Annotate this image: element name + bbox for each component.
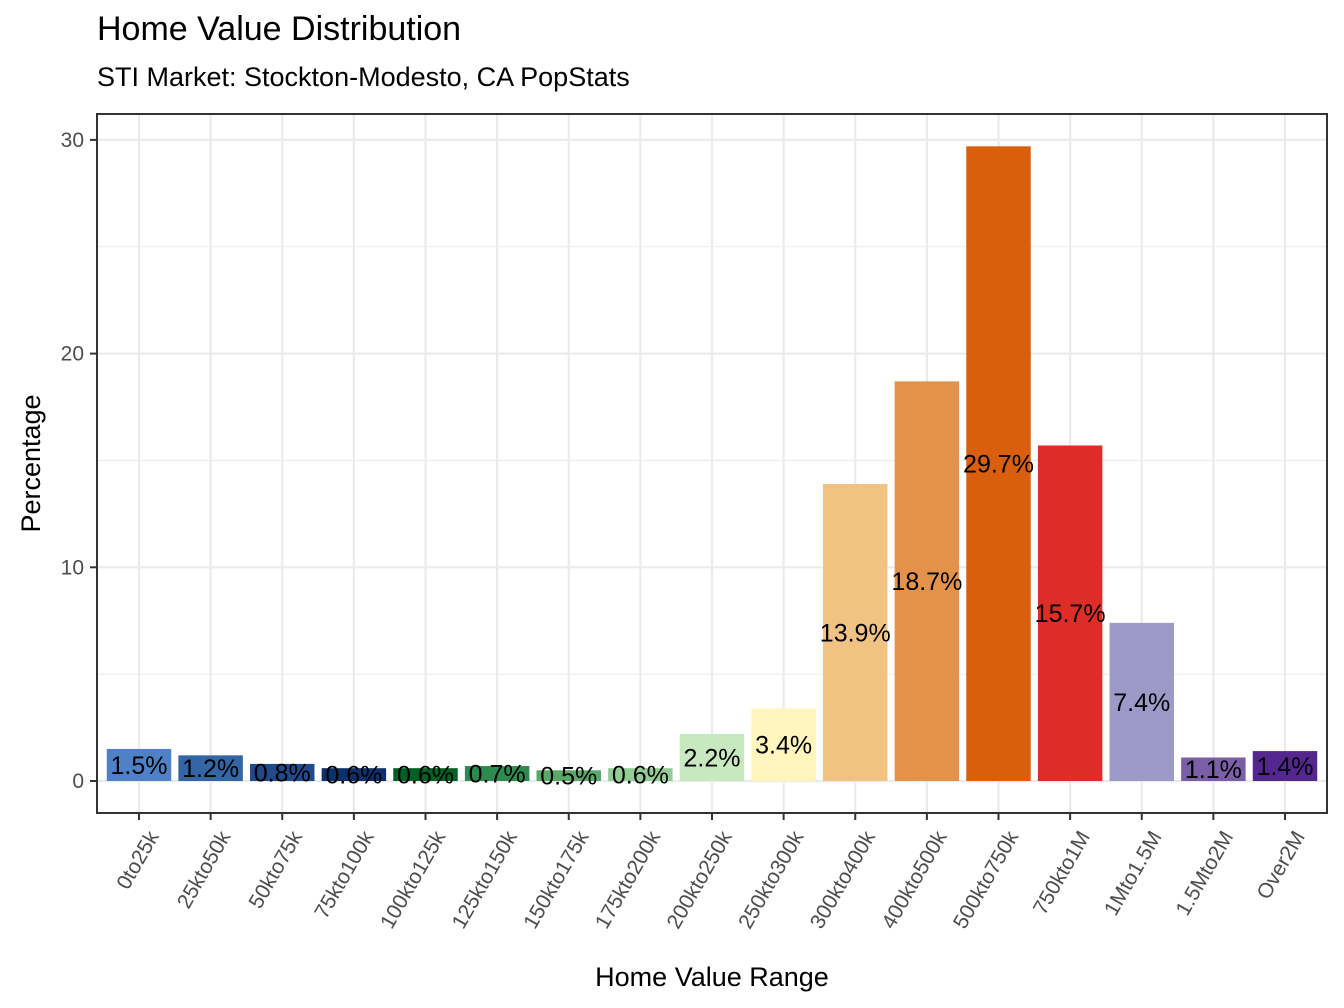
- data-label: 0.5%: [540, 763, 597, 791]
- data-label: 0.6%: [612, 762, 669, 790]
- x-tick-label: 1Mto1.5M: [1100, 827, 1167, 919]
- data-label: 15.7%: [1035, 600, 1106, 628]
- bar-100kto125k[interactable]: [393, 768, 458, 781]
- x-axis: 0to25k 25kto50k 50kto75k 75kto100k100kto125…: [112, 813, 1310, 933]
- x-axis-title: Home Value Range: [595, 962, 829, 992]
- bars: [106, 146, 1318, 781]
- x-tick-label: 1.5Mto2M: [1172, 827, 1239, 919]
- x-tick-label: 250kto300k: [734, 827, 808, 933]
- bar-0to25k[interactable]: [106, 748, 172, 781]
- x-tick-label: 200kto250k: [663, 827, 737, 933]
- data-label: 0.7%: [469, 761, 526, 789]
- data-label: 7.4%: [1113, 689, 1170, 717]
- data-label: 1.4%: [1257, 753, 1314, 781]
- data-label: 13.9%: [820, 619, 891, 647]
- x-tick-label: 125kto150k: [448, 827, 522, 933]
- data-labels: 1.5% 1.2% 0.8% 0.6% 0.6% 0.7% 0.5% 0.6% 2.2% 3.4%…: [111, 451, 1314, 791]
- bar-Over2M[interactable]: [1252, 751, 1318, 781]
- y-tick-label: 30: [61, 129, 84, 152]
- bar-400kto500k[interactable]: [894, 381, 960, 781]
- x-tick-label: 175kto200k: [591, 827, 665, 933]
- x-tick-label: 50kto75k: [245, 827, 308, 913]
- data-label: 0.8%: [254, 759, 311, 787]
- bar-50kto75k[interactable]: [250, 763, 315, 781]
- bar-150kto175k[interactable]: [536, 770, 601, 781]
- y-tick-label: 10: [61, 556, 84, 579]
- bar-200kto250k[interactable]: [679, 733, 745, 781]
- y-axis: 0 10 20 30: [61, 129, 97, 793]
- bar-1.5Mto2M[interactable]: [1181, 757, 1246, 781]
- x-tick-label: 500kto750k: [949, 827, 1023, 933]
- chart-subtitle: STI Market: Stockton-Modesto, CA PopStat…: [97, 62, 630, 92]
- data-label: 1.1%: [1185, 756, 1242, 784]
- data-label: 3.4%: [755, 732, 812, 760]
- data-label: 29.7%: [963, 451, 1034, 479]
- bar-75kto100k[interactable]: [321, 768, 387, 781]
- data-label: 0.6%: [397, 762, 454, 790]
- x-tick-label: 400kto500k: [877, 827, 951, 933]
- bar-125kto150k[interactable]: [464, 766, 530, 781]
- bar-500kto750k[interactable]: [966, 146, 1031, 781]
- x-tick-label: 150kto175k: [519, 827, 593, 933]
- x-tick-label: Over2M: [1253, 827, 1310, 903]
- data-label: 1.5%: [111, 752, 168, 780]
- x-tick-label: 750kto1M: [1029, 827, 1095, 918]
- data-label: 0.6%: [325, 762, 382, 790]
- y-tick-label: 20: [61, 343, 84, 366]
- bar-300kto400k[interactable]: [823, 483, 888, 781]
- data-label: 18.7%: [891, 568, 962, 596]
- data-label: 1.2%: [182, 755, 239, 783]
- x-tick-label: 75kto100k: [310, 827, 379, 923]
- bar-175kto200k[interactable]: [608, 768, 673, 781]
- bar-25kto50k[interactable]: [178, 755, 243, 781]
- y-axis-title: Percentage: [16, 394, 46, 532]
- bar-750kto1M[interactable]: [1037, 445, 1103, 781]
- bar-1Mto1.5M[interactable]: [1109, 622, 1174, 781]
- data-label: 2.2%: [684, 744, 741, 772]
- chart-title: Home Value Distribution: [97, 10, 462, 48]
- y-tick-label: 0: [72, 770, 84, 793]
- x-tick-label: 300kto400k: [806, 827, 880, 933]
- x-tick-label: 100kto125k: [376, 827, 450, 933]
- x-tick-label: 25kto50k: [173, 827, 236, 913]
- x-tick-label: 0to25k: [112, 827, 164, 894]
- bar-250kto300k[interactable]: [751, 708, 816, 781]
